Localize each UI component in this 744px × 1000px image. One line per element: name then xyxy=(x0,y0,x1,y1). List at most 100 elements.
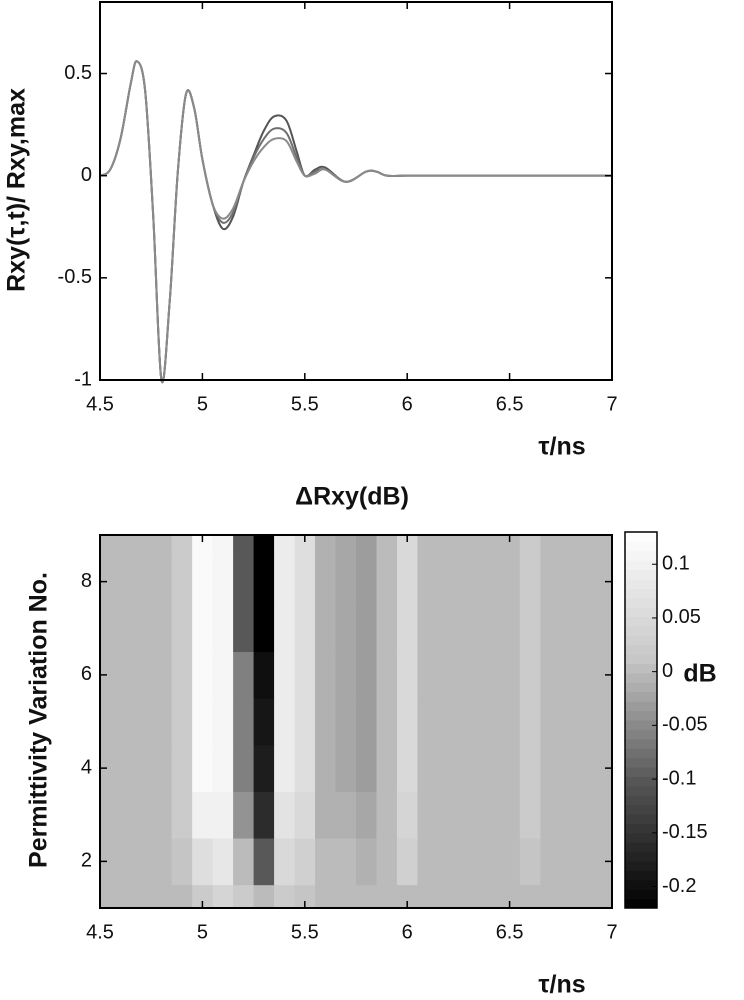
heatmap-cell xyxy=(171,535,193,559)
heatmap-cell xyxy=(376,558,398,606)
heatmap-cell xyxy=(294,558,316,606)
heatmap-cell xyxy=(396,535,418,559)
heatmap-cell xyxy=(130,558,152,606)
heatmap-cell xyxy=(396,744,418,792)
heatmap-cell xyxy=(100,535,111,559)
heatmap-cell xyxy=(560,838,582,886)
heatmap-cell xyxy=(519,744,541,792)
heatmap-cell xyxy=(335,744,357,792)
colorbar-swatch xyxy=(625,579,657,589)
heatmap-cell xyxy=(356,884,377,908)
heatmap-cell xyxy=(437,884,459,908)
heatmap-cell xyxy=(274,651,296,699)
heatmap-cell xyxy=(581,558,603,606)
heatmap-cell xyxy=(294,744,316,792)
heatmap-cell xyxy=(560,604,582,653)
x-axis-label: τ/ns xyxy=(538,433,585,461)
heatmap-cell xyxy=(335,535,357,559)
heatmap-cell xyxy=(253,604,275,653)
heatmap-cell xyxy=(335,791,357,839)
y-tick-label: 2 xyxy=(81,850,92,872)
heatmap-cell xyxy=(437,558,459,606)
x-tick-label: 5 xyxy=(197,921,208,943)
heatmap-cell xyxy=(110,651,132,699)
heatmap-cell xyxy=(335,698,357,746)
heatmap-cell xyxy=(294,535,316,559)
x-tick-label: 4.5 xyxy=(86,393,114,415)
heatmap-cell xyxy=(110,698,132,746)
heatmap-cell xyxy=(294,651,316,699)
heatmap-cell xyxy=(519,651,541,699)
heatmap-cell xyxy=(601,884,612,908)
heatmap-cell xyxy=(437,838,459,886)
colorbar-swatch xyxy=(625,532,657,542)
heatmap-cell xyxy=(335,604,357,653)
colorbar-tick-label: -0.05 xyxy=(662,714,708,736)
colorbar-swatch xyxy=(625,889,657,900)
heatmap-cell xyxy=(540,744,562,792)
heatmap-cell xyxy=(171,791,193,839)
heatmap-cell xyxy=(100,884,111,908)
heatmap-cell xyxy=(499,604,521,653)
y-tick-label: 0 xyxy=(81,164,92,186)
heatmap-cell xyxy=(335,651,357,699)
heatmap-cell xyxy=(601,535,612,559)
heatmap-cell xyxy=(519,791,541,839)
line-series xyxy=(99,60,612,384)
heatmap-cell xyxy=(315,744,337,792)
heatmap-cell xyxy=(540,535,562,559)
heatmap-cell xyxy=(396,698,418,746)
colorbar-swatch xyxy=(625,823,657,834)
heatmap-cell xyxy=(560,651,582,699)
heatmap-cell xyxy=(110,791,132,839)
heatmap-cell xyxy=(151,604,173,653)
heatmap-cell xyxy=(233,838,255,886)
heatmap-cell xyxy=(499,791,521,839)
heatmap-cell xyxy=(560,744,582,792)
x-tick-label: 7 xyxy=(606,921,617,943)
heatmap-cell xyxy=(151,698,173,746)
heatmap-cell xyxy=(335,558,357,606)
heatmap-cell xyxy=(356,651,377,699)
heatmap-cell xyxy=(499,651,521,699)
colorbar-swatch xyxy=(625,597,657,608)
heatmap-cell xyxy=(356,535,377,559)
colorbar-swatch xyxy=(625,879,657,890)
colorbar-swatch xyxy=(625,644,657,655)
colorbar-swatch xyxy=(625,729,657,740)
heatmap-cell xyxy=(274,791,296,839)
heatmap-cell xyxy=(110,884,132,908)
heatmap-cell xyxy=(519,698,541,746)
heatmap-cell xyxy=(233,604,255,653)
plot-frame xyxy=(99,1,613,381)
heatmap-cell xyxy=(499,698,521,746)
heatmap-cell xyxy=(417,791,439,839)
heatmap-cell xyxy=(253,651,275,699)
heatmap-cell xyxy=(130,838,152,886)
heatmap-cell xyxy=(233,698,255,746)
heatmap-cell xyxy=(540,698,562,746)
heatmap-cell xyxy=(581,604,603,653)
heatmap-cell xyxy=(540,604,562,653)
heatmap-cell xyxy=(417,558,439,606)
colorbar-swatch xyxy=(625,861,657,871)
heatmap-cell xyxy=(212,698,234,746)
y-axis-label: Rxy(τ,t)/ Rxy,max xyxy=(3,88,31,292)
heatmap-cell xyxy=(540,791,562,839)
heatmap-cell xyxy=(601,791,612,839)
heatmap-cell xyxy=(253,884,275,908)
heatmap-cell xyxy=(335,884,357,908)
heatmap-cell xyxy=(601,604,612,653)
x-tick-label: 6 xyxy=(402,393,413,415)
heatmap-cell xyxy=(192,884,214,908)
colorbar-swatch xyxy=(625,785,657,796)
heatmap-cell xyxy=(458,558,480,606)
heatmap-cell xyxy=(335,838,357,886)
heatmap-cell xyxy=(130,744,152,792)
heatmap-cell xyxy=(560,535,582,559)
colorbar-swatch xyxy=(625,626,657,636)
heatmap-cell xyxy=(212,838,234,886)
heatmap-cell xyxy=(376,604,398,653)
heatmap-cell xyxy=(396,791,418,839)
